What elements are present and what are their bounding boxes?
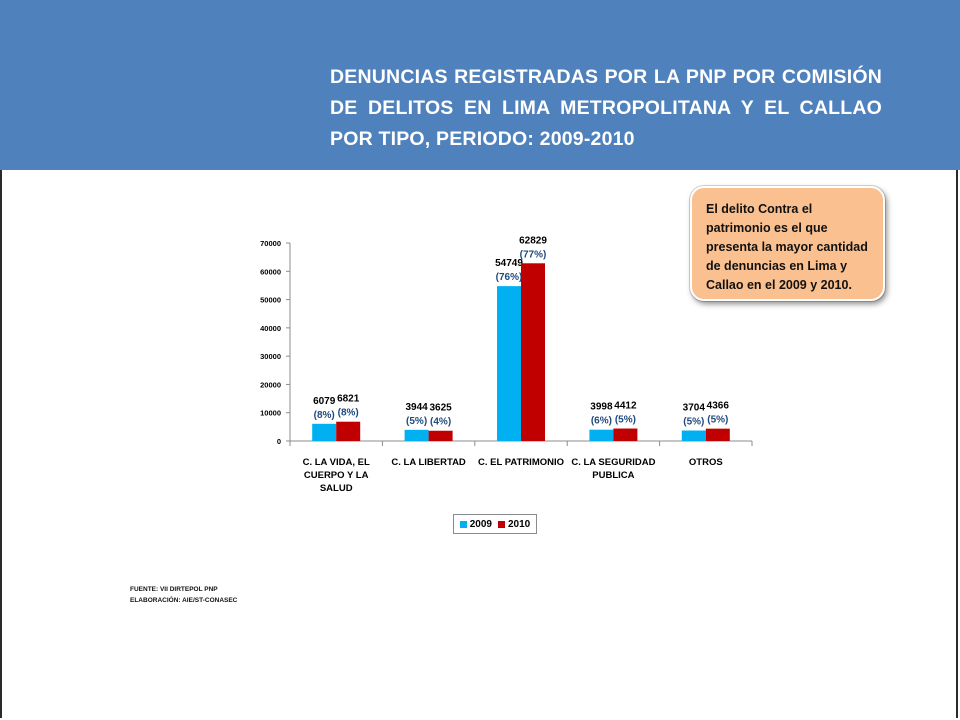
bar-2010: [705, 428, 730, 441]
bar-2009: [312, 423, 337, 441]
data-label: 6079: [313, 396, 336, 407]
bar-2009: [681, 430, 706, 441]
percent-label: (5%): [615, 415, 636, 426]
bar-2009: [589, 429, 614, 441]
bar-2010: [428, 430, 453, 441]
x-tick-label: SALUD: [320, 483, 353, 494]
percent-label: (5%): [707, 415, 728, 426]
data-label: 4412: [614, 401, 637, 412]
y-tick-label: 40000: [260, 324, 281, 333]
bar-2010: [613, 428, 638, 441]
legend-swatch-2009: [459, 520, 467, 528]
data-label: 62829: [519, 235, 547, 246]
y-tick-label: 30000: [260, 352, 281, 361]
data-label: 3704: [683, 403, 706, 414]
bar-2010: [336, 421, 361, 441]
bar-2010: [521, 263, 545, 441]
callout-text: El delito Contra el patrimonio es el que…: [706, 202, 868, 292]
x-tick-label: C. LA VIDA, EL: [303, 457, 370, 468]
y-tick-label: 10000: [260, 409, 281, 418]
data-label: 3625: [429, 403, 452, 414]
x-tick-label: OTROS: [689, 457, 723, 468]
x-tick-label: C. EL PATRIMONIO: [478, 457, 564, 468]
percent-label: (4%): [430, 417, 451, 428]
percent-label: (6%): [591, 416, 612, 427]
callout-note: El delito Contra el patrimonio es el que…: [690, 186, 885, 301]
bar-2009: [404, 429, 429, 441]
y-tick-label: 60000: [260, 267, 281, 276]
legend-swatch-2010: [498, 520, 505, 528]
percent-label: (8%): [314, 410, 335, 421]
x-tick-label: C. LA LIBERTAD: [391, 457, 466, 468]
source-line: FUENTE: VII DIRTEPOL PNP: [130, 586, 218, 593]
chart-legend: 2009 2010: [453, 514, 537, 534]
percent-label: (76%): [496, 272, 523, 283]
x-tick-label: PUBLICA: [592, 470, 634, 481]
data-label: 3998: [590, 402, 613, 413]
percent-label: (5%): [406, 416, 427, 427]
percent-label: (5%): [683, 417, 704, 428]
source-note: FUENTE: VII DIRTEPOL PNP ELABORACIÓN: AI…: [130, 584, 237, 606]
legend-label-2009: 2009: [469, 518, 492, 530]
y-tick-label: 20000: [260, 380, 281, 389]
legend-item-2010: 2010: [498, 519, 530, 530]
bar-2009: [497, 286, 521, 441]
data-label: 54749: [495, 258, 523, 269]
legend-label-2010: 2010: [508, 518, 531, 530]
percent-label: (77%): [520, 249, 547, 260]
percent-label: (8%): [338, 408, 359, 419]
title-banner: DENUNCIAS REGISTRADAS POR LA PNP POR COM…: [0, 0, 960, 170]
y-tick-label: 50000: [260, 296, 281, 305]
slide-title: DENUNCIAS REGISTRADAS POR LA PNP POR COM…: [330, 66, 882, 150]
x-tick-label: C. LA SEGURIDAD: [571, 457, 655, 468]
elaboration-line: ELABORACIÓN: AIE/ST-CONASEC: [130, 597, 238, 604]
x-tick-label: CUERPO Y LA: [304, 470, 369, 481]
data-label: 6821: [337, 394, 360, 405]
y-tick-label: 0: [277, 437, 281, 446]
legend-item-2009: 2009: [459, 518, 492, 530]
y-tick-label: 70000: [260, 239, 281, 248]
data-label: 4366: [707, 401, 730, 412]
data-label: 3944: [405, 402, 428, 413]
